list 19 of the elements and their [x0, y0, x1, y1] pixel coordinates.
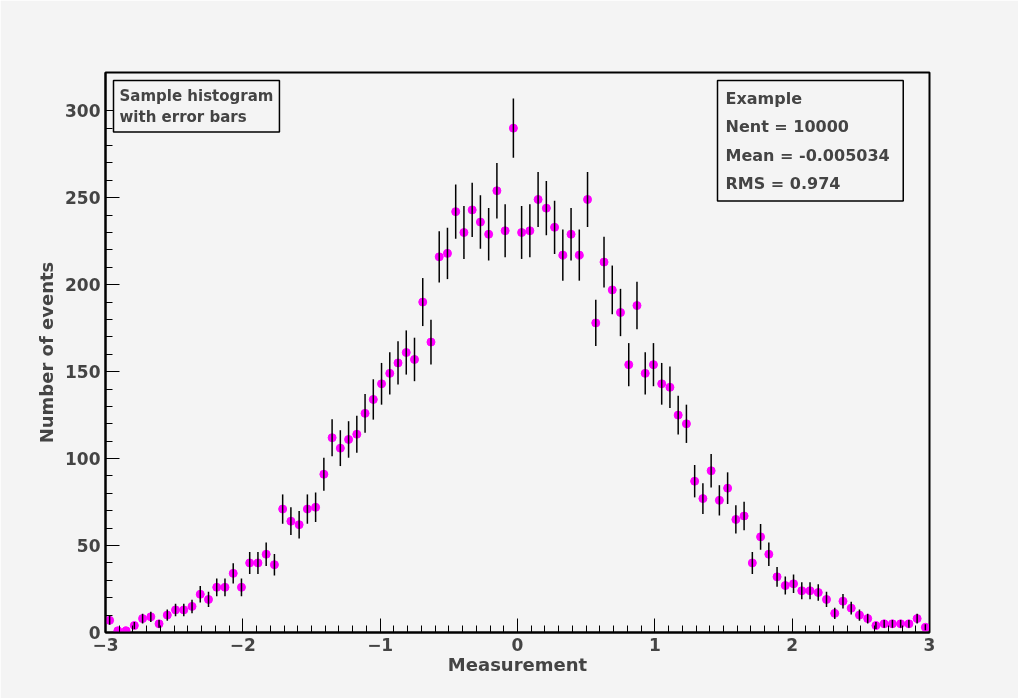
- x-tick-label: 3: [923, 634, 936, 655]
- x-tick-label: 1: [648, 634, 661, 655]
- x-tick-label: −1: [367, 634, 394, 655]
- y-tick-label: 150: [65, 362, 101, 383]
- y-tick-label: 300: [65, 101, 101, 122]
- text: Sample histogram with error bars: [119, 86, 274, 127]
- x-tick-label: −2: [229, 634, 256, 655]
- annotation: Mean = -0.005034: [725, 145, 890, 165]
- annotation: Nent = 10000: [725, 117, 849, 136]
- x-tick-label: 2: [786, 634, 799, 655]
- y-axis-title: Number of events: [36, 261, 58, 444]
- annotation: Example: [725, 88, 803, 108]
- y-tick-label: 200: [65, 275, 101, 296]
- y-tick-label: 100: [65, 449, 101, 470]
- y-tick-label: 50: [76, 536, 101, 557]
- y-tick-label: 250: [65, 188, 101, 209]
- x-tick-label: 0: [511, 634, 524, 655]
- x-axis-title: Measurement: [447, 653, 588, 675]
- annotation: RMS = 0.974: [725, 174, 841, 193]
